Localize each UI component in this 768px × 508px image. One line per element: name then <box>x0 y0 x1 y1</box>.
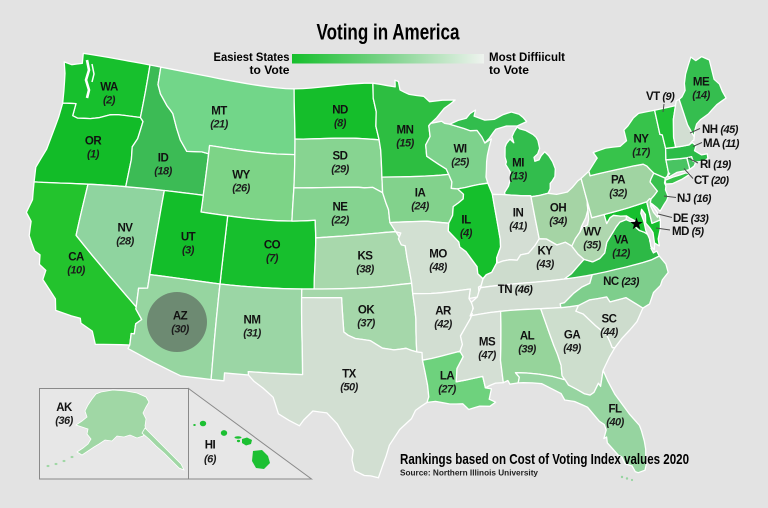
svg-text:(39): (39) <box>518 343 536 355</box>
svg-text:(26): (26) <box>232 182 250 194</box>
svg-text:to Vote: to Vote <box>489 63 529 77</box>
svg-text:WI: WI <box>453 144 466 156</box>
svg-text:NE: NE <box>333 202 349 214</box>
svg-text:(36): (36) <box>55 415 73 427</box>
svg-text:(18): (18) <box>154 165 172 177</box>
svg-text:(41): (41) <box>509 220 527 232</box>
svg-text:PA: PA <box>611 175 625 187</box>
svg-text:(6): (6) <box>204 454 217 466</box>
svg-text:DE (33): DE (33) <box>673 213 709 225</box>
svg-text:(17): (17) <box>632 146 650 158</box>
svg-text:NM: NM <box>244 315 261 327</box>
svg-text:Easiest States: Easiest States <box>214 50 290 64</box>
svg-text:CT (20): CT (20) <box>694 175 729 187</box>
svg-text:WA: WA <box>100 82 118 94</box>
svg-text:(24): (24) <box>411 200 429 212</box>
svg-text:AL: AL <box>520 331 535 343</box>
svg-text:(29): (29) <box>331 163 349 175</box>
svg-text:WY: WY <box>232 170 250 182</box>
svg-text:GA: GA <box>564 330 580 342</box>
svg-text:NV: NV <box>118 223 134 235</box>
svg-text:IA: IA <box>415 188 426 200</box>
svg-text:SC: SC <box>602 314 617 326</box>
svg-text:(43): (43) <box>536 258 554 270</box>
svg-text:FL: FL <box>608 404 622 416</box>
svg-text:Most Diffiicult: Most Diffiicult <box>489 50 565 64</box>
svg-text:LA: LA <box>440 371 455 383</box>
svg-text:(14): (14) <box>692 89 710 101</box>
svg-text:(2): (2) <box>103 94 116 106</box>
svg-text:AZ: AZ <box>173 311 188 323</box>
svg-text:(25): (25) <box>451 156 469 168</box>
svg-text:(38): (38) <box>356 263 374 275</box>
svg-text:CO: CO <box>264 240 281 252</box>
svg-text:(13): (13) <box>509 170 527 182</box>
svg-text:(42): (42) <box>434 318 452 330</box>
svg-text:(15): (15) <box>396 137 414 149</box>
svg-text:(10): (10) <box>67 264 85 276</box>
svg-text:(27): (27) <box>438 383 456 395</box>
svg-text:(28): (28) <box>116 235 134 247</box>
svg-text:(22): (22) <box>331 214 349 226</box>
svg-text:Rankings based on Cost of Voti: Rankings based on Cost of Voting Index v… <box>400 451 689 468</box>
svg-text:TX: TX <box>342 369 357 381</box>
svg-text:VA: VA <box>614 235 628 247</box>
svg-text:(8): (8) <box>334 117 347 129</box>
svg-text:Voting in America: Voting in America <box>317 20 461 45</box>
svg-text:RI (19): RI (19) <box>700 159 732 171</box>
svg-text:(30): (30) <box>171 323 189 335</box>
svg-text:NC (23): NC (23) <box>603 276 640 288</box>
svg-text:(35): (35) <box>583 239 601 251</box>
svg-text:(12): (12) <box>612 247 630 259</box>
svg-text:NY: NY <box>634 134 650 146</box>
svg-text:to Vote: to Vote <box>250 63 290 77</box>
svg-text:(7): (7) <box>266 252 279 264</box>
svg-text:VT (9): VT (9) <box>646 91 675 103</box>
svg-text:(4): (4) <box>460 227 473 239</box>
svg-text:OR: OR <box>85 136 102 148</box>
svg-text:MI: MI <box>512 158 524 170</box>
svg-text:MN: MN <box>397 125 414 137</box>
svg-text:(1): (1) <box>87 148 100 160</box>
svg-text:CA: CA <box>68 252 84 264</box>
svg-text:NJ (16): NJ (16) <box>677 193 712 205</box>
svg-text:OH: OH <box>550 203 566 215</box>
svg-text:(47): (47) <box>478 349 496 361</box>
svg-text:IL: IL <box>461 215 471 227</box>
svg-text:MD (5): MD (5) <box>672 226 704 238</box>
svg-text:Source: Northern Illinois Univ: Source: Northern Illinois University <box>400 468 538 478</box>
svg-text:MS: MS <box>479 337 496 349</box>
svg-text:NH (45): NH (45) <box>702 124 739 136</box>
svg-text:ME: ME <box>693 77 710 89</box>
svg-text:(3): (3) <box>182 244 195 256</box>
svg-text:SD: SD <box>333 151 348 163</box>
svg-text:(48): (48) <box>429 261 447 273</box>
svg-text:TN (46): TN (46) <box>498 284 533 296</box>
svg-text:HI: HI <box>205 440 216 452</box>
svg-text:(21): (21) <box>210 118 228 130</box>
svg-text:(44): (44) <box>600 326 618 338</box>
svg-text:(31): (31) <box>243 327 261 339</box>
svg-text:KY: KY <box>538 246 554 258</box>
svg-text:AR: AR <box>435 306 452 318</box>
svg-text:OK: OK <box>358 305 375 317</box>
svg-text:UT: UT <box>181 232 196 244</box>
svg-text:ND: ND <box>332 105 348 117</box>
svg-text:(32): (32) <box>609 187 627 199</box>
svg-text:MO: MO <box>429 249 447 261</box>
svg-text:(49): (49) <box>563 342 581 354</box>
svg-text:(37): (37) <box>357 317 375 329</box>
svg-text:(50): (50) <box>340 381 358 393</box>
svg-text:KS: KS <box>358 251 374 263</box>
svg-text:(40): (40) <box>606 416 624 428</box>
svg-text:WV: WV <box>583 227 601 239</box>
svg-text:MA (11): MA (11) <box>703 138 740 150</box>
svg-text:IN: IN <box>513 208 524 220</box>
svg-text:MT: MT <box>211 106 227 118</box>
svg-text:(34): (34) <box>549 215 567 227</box>
svg-text:ID: ID <box>158 153 169 165</box>
svg-text:AK: AK <box>56 402 73 414</box>
